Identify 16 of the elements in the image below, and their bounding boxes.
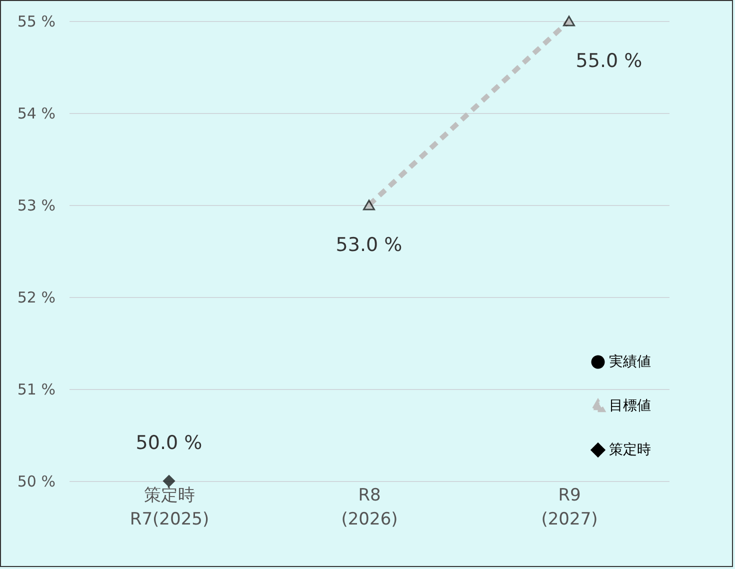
y-tick-label: 50 %: [17, 472, 56, 490]
legend-label: 目標値: [609, 398, 651, 414]
x-tick-label: 策定時 R7(2025): [130, 486, 210, 530]
y-tick-label: 52 %: [17, 288, 56, 306]
data-label: 53.0 %: [336, 234, 402, 256]
point: [163, 475, 175, 487]
y-tick-label: 53 %: [17, 196, 56, 214]
x-tick-label: R8 (2026): [341, 486, 398, 530]
legend-label: 策定時: [609, 442, 651, 458]
legend-label: 実績値: [609, 354, 651, 370]
y-tick-label: 55 %: [17, 12, 56, 30]
y-tick-label: 51 %: [17, 380, 56, 398]
data-label: 50.0 %: [136, 432, 202, 454]
x-tick-label: R9 (2027): [541, 486, 598, 530]
data-label: 55.0 %: [576, 50, 642, 72]
y-tick-label: 54 %: [17, 104, 56, 122]
